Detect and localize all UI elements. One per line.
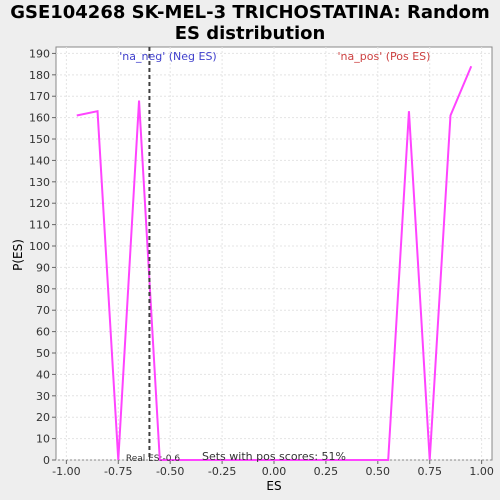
x-tick-label: -1.00 [52, 465, 80, 478]
y-axis-label: P(ES) [11, 239, 25, 271]
neg-es-label: 'na_neg' (Neg ES) [119, 50, 216, 63]
chart-title-line-2: ES distribution [175, 23, 326, 44]
pos-scores-footer: Sets with pos scores: 51% [202, 450, 346, 463]
y-tick-label: 0 [43, 454, 50, 467]
x-tick-label: 0.75 [417, 465, 442, 478]
y-tick-label: 100 [29, 240, 50, 253]
y-tick-label: 110 [29, 219, 50, 232]
y-tick-label: 80 [36, 283, 50, 296]
y-tick-label: 60 [36, 326, 50, 339]
y-tick-label: 160 [29, 112, 50, 125]
y-tick-label: 50 [36, 347, 50, 360]
x-tick-label: 1.00 [469, 465, 494, 478]
x-tick-label: -0.25 [208, 465, 236, 478]
y-tick-label: 180 [29, 69, 50, 82]
x-tick-label: -0.75 [104, 465, 132, 478]
y-tick-label: 140 [29, 154, 50, 167]
y-tick-label: 170 [29, 90, 50, 103]
x-tick-label: 0.25 [314, 465, 339, 478]
pos-es-label: 'na_pos' (Pos ES) [338, 50, 431, 63]
y-tick-label: 120 [29, 197, 50, 210]
real-es-label: Real ES:-0.6 [126, 454, 181, 464]
x-tick-label: 0.00 [262, 465, 287, 478]
x-tick-label: -0.50 [156, 465, 184, 478]
chart-title-line-1: GSE104268 SK-MEL-3 TRICHOSTATINA: Random [10, 2, 490, 23]
y-tick-label: 70 [36, 304, 50, 317]
y-tick-label: 10 [36, 433, 50, 446]
y-tick-label: 90 [36, 261, 50, 274]
y-tick-label: 190 [29, 47, 50, 60]
y-axis-ticks: 0 10 20 30 40 50 60 70 80 90 100 110 120 130 140 150 160… [29, 47, 56, 467]
x-tick-label: 0.50 [366, 465, 391, 478]
y-tick-label: 30 [36, 390, 50, 403]
x-axis-label: ES [266, 479, 281, 493]
y-tick-label: 150 [29, 133, 50, 146]
y-tick-label: 130 [29, 176, 50, 189]
y-tick-label: 40 [36, 368, 50, 381]
y-tick-label: 20 [36, 411, 50, 424]
